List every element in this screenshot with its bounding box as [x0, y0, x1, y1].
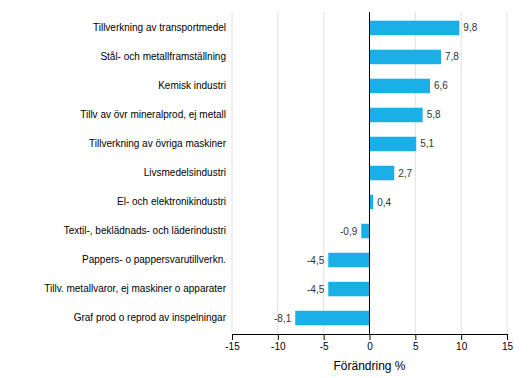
bar: [328, 282, 369, 297]
y-tick-label: Stål- och metallframställning: [100, 51, 226, 62]
data-label: 0,4: [377, 197, 391, 208]
x-tick-label: 5: [413, 341, 419, 352]
y-tick-label: Tillverkning av transportmedel: [93, 22, 226, 33]
data-label: 5,1: [420, 138, 434, 149]
x-tick-mark: [370, 334, 371, 340]
y-tick: Kemisk industri: [158, 80, 226, 91]
x-tick-label: 15: [502, 341, 514, 352]
bar: [370, 21, 460, 36]
y-tick: Tillverkning av transportmedel: [93, 22, 226, 33]
x-tick: 10: [456, 334, 468, 352]
data-labels: -8,1 -4,5 -4,5 -0,9 0,4 2,7 5,1 5,8 6,6 7,8 9,8: [274, 22, 478, 323]
data-label: 2,7: [398, 168, 412, 179]
y-tick: El- och elektronikindustri: [117, 196, 226, 207]
bar: [361, 224, 369, 239]
x-tick: 0: [367, 334, 373, 352]
bars: [295, 21, 459, 326]
y-tick: Livsmedelsindustri: [144, 167, 226, 178]
y-tick: Textil-, beklädnads- och läderindustri: [64, 225, 226, 236]
zero-line: [369, 12, 370, 334]
y-tick: Tillv. metallvaror, ej maskiner o appara…: [44, 283, 226, 294]
x-axis: -15 -10 -5 0 5 10 15: [225, 334, 513, 352]
grid-line: [232, 12, 233, 334]
data-label: 5,8: [427, 109, 441, 120]
x-tick-label: -10: [271, 341, 286, 352]
x-tick-mark: [278, 334, 279, 340]
data-label: -8,1: [274, 313, 292, 324]
x-tick: -15: [225, 334, 240, 352]
x-tick-mark: [461, 334, 462, 340]
bar: [370, 137, 417, 152]
x-tick-label: -5: [320, 341, 329, 352]
x-tick-mark: [324, 334, 325, 340]
grid-line: [277, 12, 278, 334]
plot: -15 -10 -5 0 5 10 15 Graf prod o reprod av insp…: [44, 12, 513, 352]
y-axis: Graf prod o reprod av inspelningar Tillv.…: [44, 22, 226, 323]
x-tick-mark: [232, 334, 233, 340]
bar: [370, 195, 374, 210]
bar: [370, 50, 442, 65]
chart: -15 -10 -5 0 5 10 15 Graf prod o reprod av insp…: [0, 0, 529, 378]
grid-line: [461, 12, 462, 334]
y-tick: Tillverkning av övriga maskiner: [89, 138, 227, 149]
y-tick-label: Tillverkning av övriga maskiner: [89, 138, 227, 149]
bar: [295, 311, 369, 326]
y-tick: Stål- och metallframställning: [100, 51, 226, 62]
x-tick-label: 0: [367, 341, 373, 352]
data-label: 9,8: [463, 22, 477, 33]
bar: [370, 108, 423, 123]
x-tick: -5: [320, 334, 329, 352]
x-tick-label: -15: [225, 341, 240, 352]
data-label: -4,5: [307, 284, 325, 295]
y-tick-label: Pappers- o pappersvarutillverkn.: [82, 254, 226, 265]
y-tick-label: Livsmedelsindustri: [144, 167, 226, 178]
data-label: 7,8: [445, 51, 459, 62]
x-tick-mark: [415, 334, 416, 340]
data-label: -4,5: [307, 255, 325, 266]
x-axis-title: Förändring %: [333, 359, 405, 373]
data-label: 6,6: [434, 80, 448, 91]
y-tick: Graf prod o reprod av inspelningar: [74, 312, 227, 323]
grid-line: [507, 12, 508, 334]
y-tick: Tillv av övr mineralprod, ej metall: [80, 109, 226, 120]
bar: [328, 253, 369, 268]
bar: [370, 79, 431, 94]
y-tick-label: Tillv av övr mineralprod, ej metall: [80, 109, 226, 120]
y-tick-label: Tillv. metallvaror, ej maskiner o appara…: [44, 283, 226, 294]
bar: [370, 166, 395, 181]
y-tick-label: Textil-, beklädnads- och läderindustri: [64, 225, 226, 236]
y-tick: Pappers- o pappersvarutillverkn.: [82, 254, 226, 265]
x-tick-mark: [507, 334, 508, 340]
data-label: -0,9: [340, 226, 358, 237]
y-tick-label: El- och elektronikindustri: [117, 196, 226, 207]
y-tick-label: Kemisk industri: [158, 80, 226, 91]
x-tick: 5: [413, 334, 419, 352]
y-tick-label: Graf prod o reprod av inspelningar: [74, 312, 227, 323]
grid: [232, 12, 507, 334]
x-tick: -10: [271, 334, 286, 352]
grid-line: [369, 12, 370, 334]
x-tick: 15: [502, 334, 514, 352]
x-tick-label: 10: [456, 341, 468, 352]
